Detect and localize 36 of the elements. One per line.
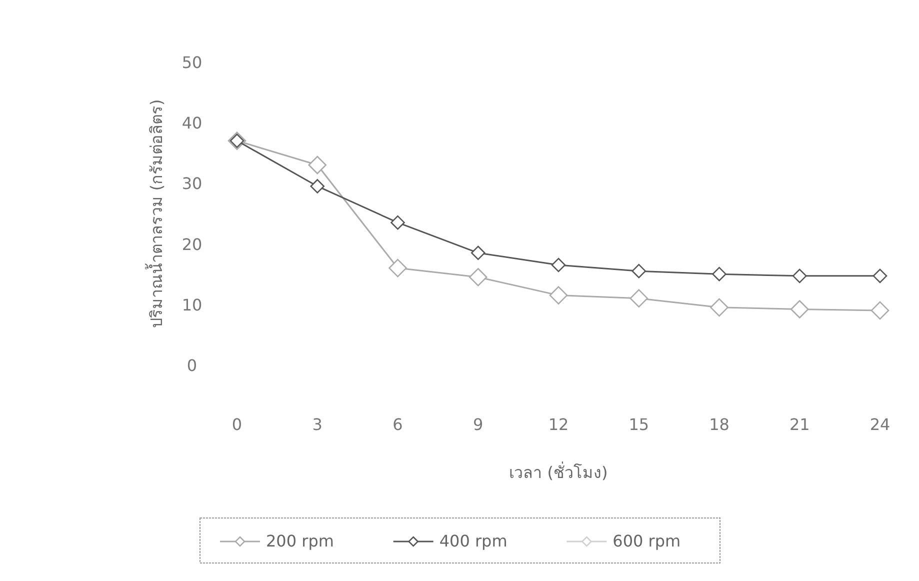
x-tick-label: 15: [628, 415, 650, 434]
point: [712, 266, 726, 282]
point: [632, 264, 646, 278]
y-tick-label: 50: [182, 53, 202, 72]
point: [470, 246, 486, 260]
point: [630, 289, 648, 308]
point: [790, 300, 809, 318]
y-tick-label: 30: [182, 174, 202, 194]
legend-label: 400 rpm: [439, 532, 508, 550]
y-tick-label: 10: [182, 295, 202, 314]
point: [872, 268, 888, 284]
point: [390, 215, 405, 230]
y-tick-label: 0: [186, 356, 198, 375]
x-tick-label: 3: [312, 415, 322, 434]
x-tick-label: 18: [709, 415, 730, 434]
x-tick-label: 24: [870, 415, 890, 434]
point: [388, 258, 407, 278]
point: [308, 156, 327, 174]
point: [551, 258, 566, 272]
point: [468, 268, 488, 286]
y-tick-label: 20: [182, 234, 202, 254]
x-tick-label: 9: [473, 415, 484, 434]
x-tick-label: 0: [232, 415, 242, 434]
x-tick-label: 21: [789, 415, 810, 434]
point: [549, 286, 568, 304]
y-tick-label: 40: [182, 114, 202, 133]
x-axis-title: เวลา (ชั่วโมง): [509, 461, 608, 482]
x-tick-label: 12: [548, 415, 569, 434]
legend-label: 200 rpm: [266, 532, 334, 550]
point: [792, 268, 807, 284]
y-axis-title: ปริมาณน้ำตาลรวม (กรัมต่อลิตร): [145, 99, 166, 328]
legend-label: 600 rpm: [612, 532, 681, 550]
point: [310, 179, 325, 194]
point: [710, 298, 728, 317]
x-tick-label: 6: [392, 415, 403, 434]
point: [870, 301, 890, 320]
